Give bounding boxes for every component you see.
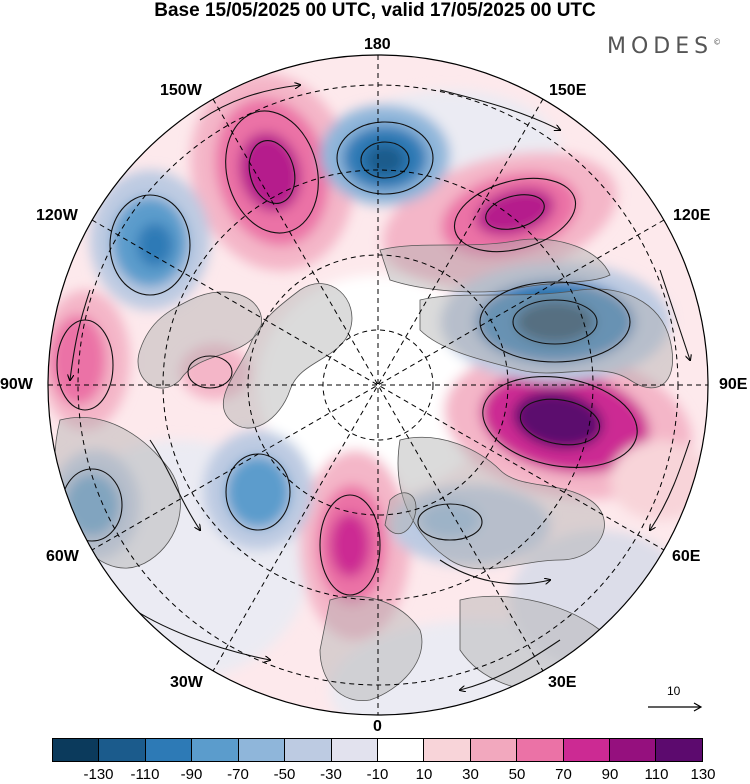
lon-label-right: 90E: [719, 376, 748, 393]
colorbar-tick-label: -110: [130, 766, 160, 783]
colorbar-tick-label: 90: [601, 766, 619, 783]
lon-label-bottom: 0: [373, 718, 382, 735]
colorbar-bin: [330, 739, 377, 761]
lon-label-60w: 60W: [46, 548, 79, 565]
colorbar-tick-label: 70: [555, 766, 572, 783]
graticule: [48, 55, 708, 715]
lon-label-30w: 30W: [170, 674, 203, 691]
colorbar-tick-label: -30: [320, 766, 342, 783]
colorbar-bin: [191, 739, 238, 761]
colorbar-bin: [376, 739, 424, 761]
colorbar-bin: [284, 739, 331, 761]
colorbar-bin: [144, 739, 192, 761]
colorbar-tick-label: -90: [180, 766, 203, 783]
colorbar-tick-label: 130: [690, 766, 716, 783]
map-boundary: [47, 54, 709, 716]
lon-label-150w: 150W: [160, 82, 202, 99]
lon-label-120e: 120E: [673, 207, 711, 224]
brand-logo: MODES©: [607, 34, 722, 59]
colorbar-tick-label: -10: [366, 766, 389, 783]
colorbar-tick-label: 10: [415, 766, 433, 783]
lon-label-60e: 60E: [672, 548, 701, 565]
colorbar-bin: [562, 739, 610, 761]
colorbar-bin: [98, 739, 145, 761]
colorbar-bin: [469, 739, 517, 761]
colorbar-tick-label: -50: [273, 766, 296, 783]
colorbar-tick-label: 50: [508, 766, 526, 783]
colorbar-tick-label: 30: [462, 766, 479, 783]
lon-label-30e: 30E: [548, 674, 577, 691]
colorbar-tick-labels: -130 -110 -90 -70 -50 -30 -10 10 30 50 70 90 110 130: [0, 766, 750, 784]
reference-vector-label: 10: [667, 684, 681, 698]
reference-vector-arrow: [648, 702, 703, 712]
land-masses: [54, 238, 673, 702]
lon-label-120w: 120W: [36, 207, 78, 224]
streamlines: [56, 85, 690, 690]
lon-label-top: 180: [364, 36, 391, 53]
map-title: Base 15/05/2025 00 UTC, valid 17/05/2025…: [154, 0, 596, 21]
colorbar-bin: [516, 739, 563, 761]
lon-label-left: 90W: [0, 376, 33, 393]
colorbar-bin: [237, 739, 285, 761]
colorbar-tick-label: 110: [644, 766, 669, 783]
lon-label-150e: 150E: [549, 82, 587, 99]
colorbar: [52, 738, 703, 762]
polar-map: [47, 54, 709, 716]
colorbar-bin: [53, 739, 99, 761]
colorbar-tick-label: -70: [227, 766, 249, 783]
colorbar-bin: [609, 739, 656, 761]
colorbar-bin: [423, 739, 470, 761]
colorbar-bin: [655, 739, 702, 761]
colorbar-tick-label: -130: [83, 766, 114, 783]
